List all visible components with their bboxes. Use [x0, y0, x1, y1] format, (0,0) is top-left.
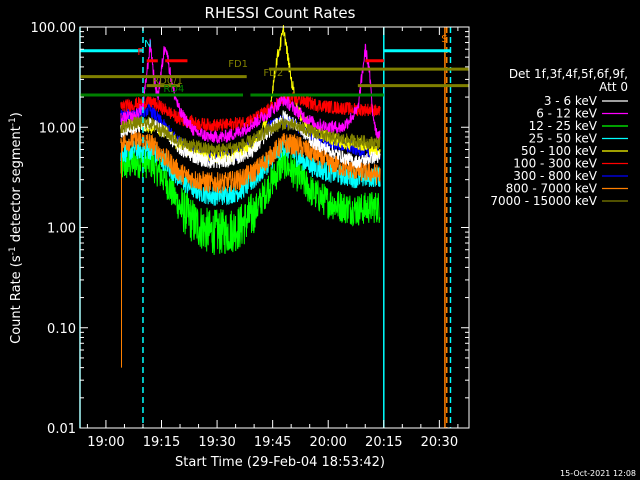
series-line-3 [120, 138, 381, 206]
legend-label-0: 3 - 6 keV [544, 94, 598, 108]
y-tick-label-1: 10.00 [39, 121, 76, 136]
y-axis-label-sup2: -1 [8, 117, 18, 126]
series-line-5 [120, 92, 381, 132]
legend-label-2: 12 - 25 keV [529, 119, 598, 133]
y-axis-label-mid: detector segment [9, 126, 24, 246]
legend-label-4: 50 - 100 keV [521, 144, 598, 158]
axes: 19:00 19:15 19:30 19:45 20:00 20:15 20:30 100.0… [31, 21, 470, 450]
x-tick-label-1: 19:15 [143, 435, 180, 450]
flag-label-fd1: FD1 [228, 59, 248, 70]
y-tick-label-0: 100.00 [31, 21, 77, 36]
x-tick-label-2: 19:30 [198, 435, 235, 450]
y-tick-label-2: 1.00 [47, 222, 76, 237]
x-axis-label: Start Time (29-Feb-04 18:53:42) [175, 455, 385, 470]
footer-timestamp: 15-Oct-2021 12:08 [560, 469, 636, 478]
flag-label-f: F [137, 47, 143, 58]
series-line-7 [120, 129, 381, 194]
flag-label-n: N [144, 39, 151, 50]
flag-label-rd0-1: RD0/1 [152, 76, 183, 87]
legend-title-line-1: Det 1f,3f,4f,5f,6f,9f, [509, 67, 628, 81]
x-tick-label-5: 20:15 [365, 435, 402, 450]
legend-label-1: 6 - 12 keV [536, 107, 598, 121]
x-tick-label-0: 19:00 [87, 435, 124, 450]
x-tick-label-3: 19:45 [254, 435, 291, 450]
flag-label-s: S [441, 34, 447, 45]
legend-label-6: 300 - 800 keV [513, 169, 597, 183]
legend-label-7: 800 - 7000 keV [506, 182, 598, 196]
flag-label-fd2: FD2 [263, 68, 283, 79]
y-axis-label-sup1: -1 [8, 246, 18, 255]
series-line-8 [120, 115, 381, 156]
legend-label-8: 7000 - 15000 keV [490, 194, 597, 208]
y-axis-label-main: Count Rate (s [9, 255, 24, 344]
legend-title-line-2: Att 0 [599, 80, 628, 94]
y-tick-label-4: 0.01 [47, 422, 76, 437]
y-axis-label-close: ) [9, 112, 24, 117]
x-tick-label-4: 20:00 [309, 435, 346, 450]
y-axis-label: Count Rate (s-1 detector segment-1) [8, 112, 24, 344]
chart-title: RHESSI Count Rates [205, 4, 356, 22]
flag-label-rd4: RD4 [163, 84, 184, 95]
x-tick-label-6: 20:30 [421, 435, 458, 450]
legend-label-3: 25 - 50 keV [529, 132, 598, 146]
legend-label-5: 100 - 300 keV [513, 157, 597, 171]
y-tick-label-3: 0.10 [47, 322, 76, 337]
